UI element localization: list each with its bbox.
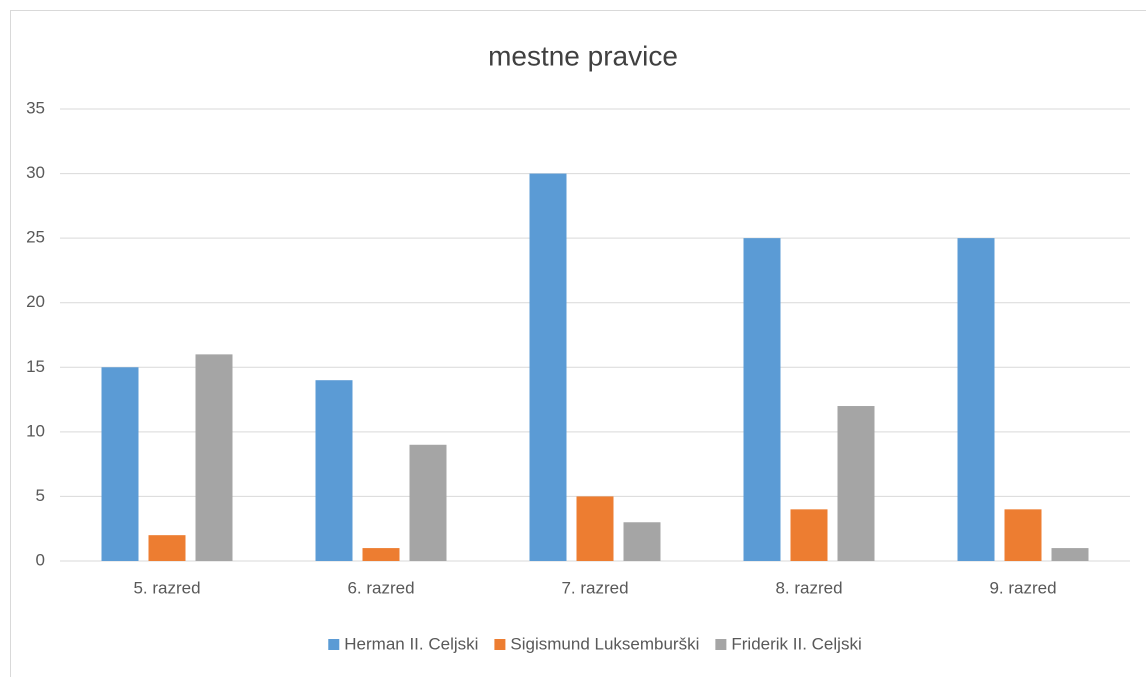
y-tick-label: 25	[26, 228, 45, 247]
x-tick-label: 8. razred	[775, 578, 842, 597]
bar	[837, 406, 875, 561]
legend-label: Sigismund Luksemburški	[510, 634, 699, 653]
bar	[743, 238, 781, 561]
legend-swatch	[328, 639, 340, 650]
legend-swatch	[494, 639, 506, 650]
bar	[1004, 509, 1042, 561]
legend-swatch	[715, 639, 727, 650]
y-tick-label: 15	[26, 357, 45, 376]
y-tick-label: 0	[36, 550, 45, 569]
bar	[101, 367, 139, 561]
bar	[623, 522, 661, 561]
x-tick-label: 9. razred	[989, 578, 1056, 597]
chart-frame	[10, 10, 1146, 677]
y-tick-label: 35	[26, 98, 45, 117]
bar	[790, 509, 828, 561]
bar	[576, 496, 614, 561]
legend-label: Herman II. Celjski	[344, 634, 478, 653]
bar	[957, 238, 995, 561]
bar	[409, 444, 447, 561]
x-tick-label: 7. razred	[561, 578, 628, 597]
bar	[362, 548, 400, 561]
bar	[529, 173, 567, 562]
x-tick-label: 6. razred	[347, 578, 414, 597]
bar	[1051, 548, 1089, 561]
y-tick-label: 30	[26, 163, 45, 182]
y-tick-label: 20	[26, 292, 45, 311]
bar	[195, 354, 233, 561]
bar	[148, 535, 186, 561]
y-tick-label: 5	[36, 486, 45, 505]
x-tick-label: 5. razred	[133, 578, 200, 597]
chart-title: mestne pravice	[488, 40, 678, 71]
legend-label: Friderik II. Celjski	[731, 634, 861, 653]
bar	[315, 380, 353, 561]
y-tick-label: 10	[26, 421, 45, 440]
